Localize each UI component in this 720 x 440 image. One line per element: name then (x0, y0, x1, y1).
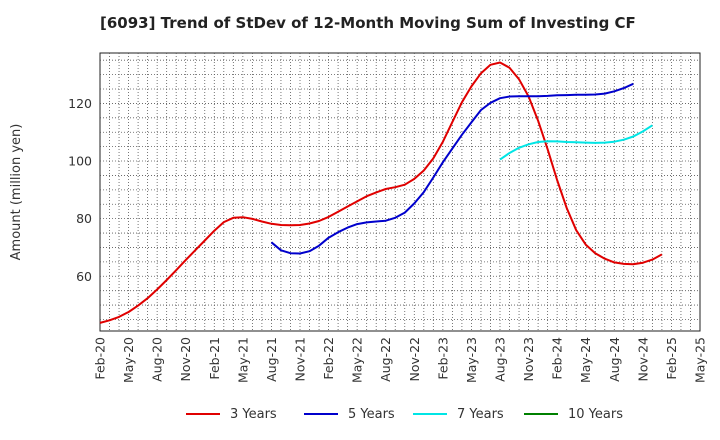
x-tick-label: Feb-21 (207, 337, 222, 380)
x-tick-label: Nov-23 (521, 337, 536, 381)
x-tick-label: Nov-21 (293, 337, 308, 381)
y-tick-label: 80 (76, 211, 92, 226)
series-line-5-years (270, 82, 634, 255)
x-tick-label: May-25 (693, 337, 708, 383)
x-tick-label: Aug-22 (378, 337, 393, 382)
legend-item: 3 Years (186, 402, 277, 426)
y-tick-label: 60 (76, 269, 92, 284)
x-tick-label: Aug-20 (150, 337, 165, 382)
series-line-7-years (499, 124, 653, 161)
legend-swatch (304, 413, 338, 415)
x-tick-label: Feb-22 (321, 337, 336, 380)
x-tick-label: Feb-23 (435, 337, 450, 380)
legend: 3 Years 5 Years 7 Years 10 Years (0, 402, 720, 426)
series-line-3-years (99, 61, 663, 324)
x-tick-label: Nov-24 (635, 337, 650, 382)
x-tick-label: May-22 (350, 337, 365, 383)
chart-title: [6093] Trend of StDev of 12-Month Moving… (100, 14, 636, 32)
y-axis-label: Amount (million yen) (9, 124, 24, 261)
legend-swatch (186, 413, 220, 415)
x-tick-label: May-20 (121, 337, 136, 383)
y-tick-label: 120 (68, 96, 92, 111)
legend-swatch (524, 413, 558, 415)
y-tick-label: 100 (68, 154, 92, 169)
legend-label: 10 Years (568, 406, 623, 422)
plot-area (99, 52, 701, 332)
y-tick-labels: 60 80 100 120 (68, 96, 92, 284)
legend-label: 5 Years (348, 406, 395, 422)
legend-label: 7 Years (457, 406, 504, 422)
x-tick-label: May-24 (578, 337, 593, 383)
x-tick-labels: Feb-20 May-20 Aug-20 Nov-20 Feb-21 May-21 Aug-… (93, 337, 708, 383)
x-tick-label: Aug-21 (264, 337, 279, 382)
series-layer (99, 61, 663, 324)
legend-item: 7 Years (413, 402, 504, 426)
legend-item: 5 Years (304, 402, 395, 426)
legend-swatch (413, 413, 447, 415)
x-tick-label: Aug-24 (607, 337, 622, 382)
legend-label: 3 Years (230, 406, 277, 422)
x-tick-label: Nov-20 (178, 337, 193, 382)
x-tick-label: Feb-20 (93, 337, 108, 380)
x-tick-label: Aug-23 (493, 337, 508, 382)
x-tick-label: May-23 (464, 337, 479, 383)
x-tick-label: May-21 (235, 337, 250, 383)
x-tick-label: Nov-22 (407, 337, 422, 381)
x-tick-label: Feb-24 (550, 337, 565, 380)
grid-layer (100, 53, 700, 331)
x-tick-label: Feb-25 (664, 337, 679, 380)
legend-item: 10 Years (524, 402, 623, 426)
